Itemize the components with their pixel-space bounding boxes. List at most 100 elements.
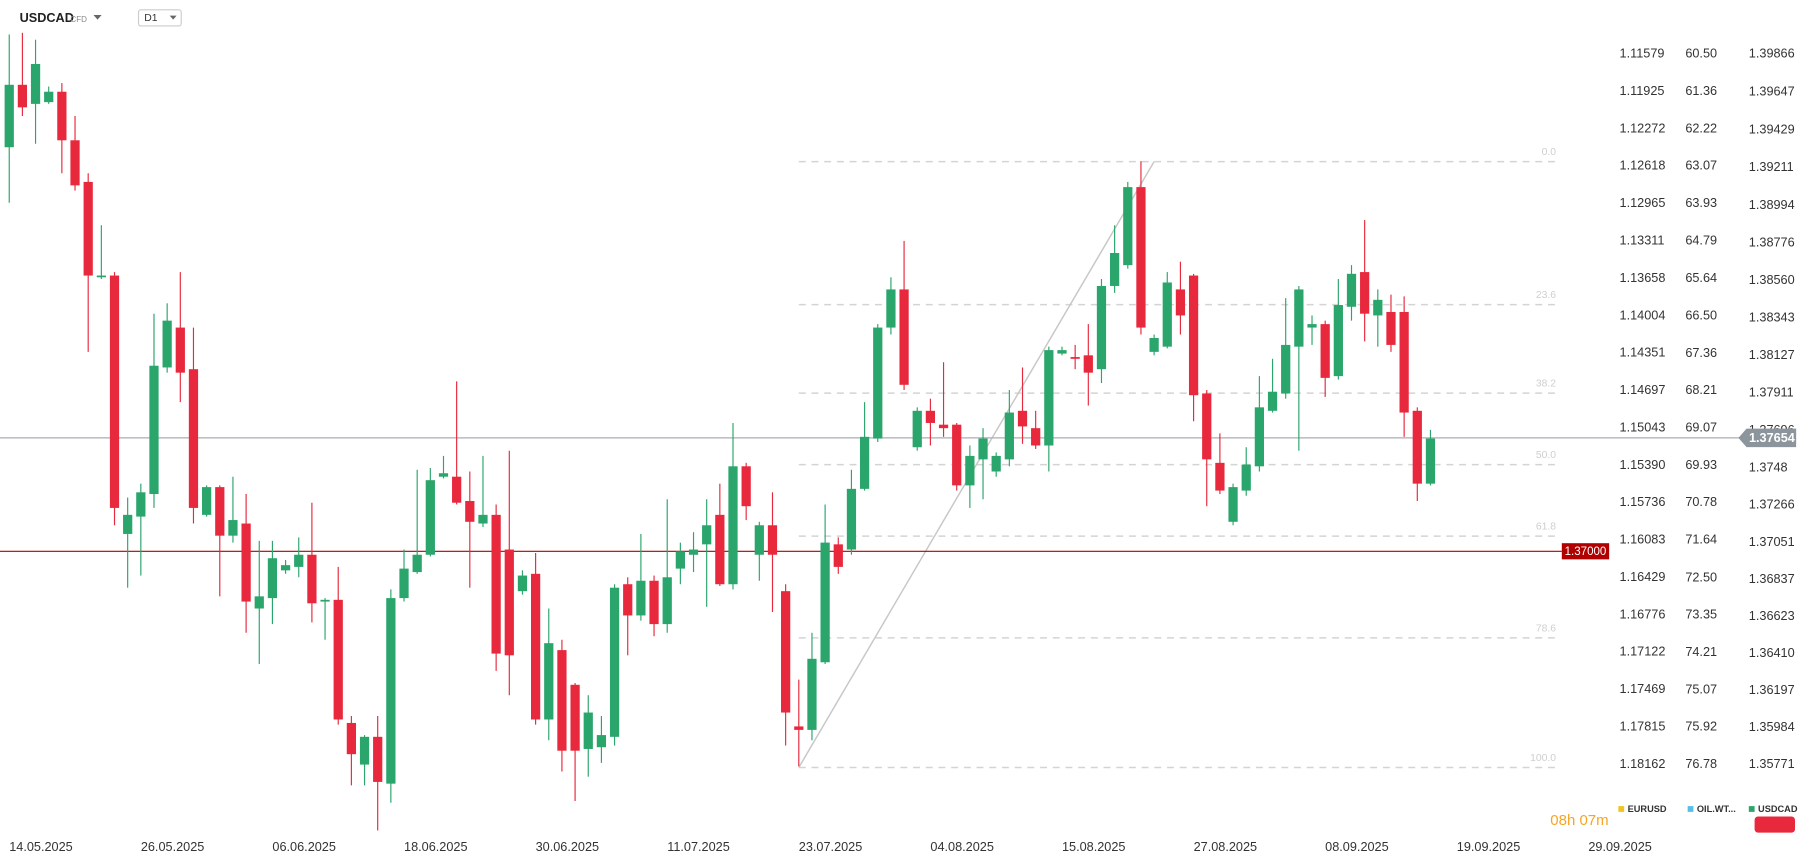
- candle-body: [570, 684, 580, 751]
- y-tick-label: 69.07: [1685, 421, 1717, 435]
- y-tick-label: 1.38994: [1749, 198, 1795, 212]
- candle-body: [215, 487, 225, 536]
- x-tick-label: 08.09.2025: [1325, 840, 1388, 854]
- candle-body: [136, 492, 146, 517]
- candle-body: [254, 596, 264, 609]
- trade-button[interactable]: [1754, 816, 1795, 833]
- x-tick-label: 29.09.2025: [1588, 840, 1651, 854]
- y-tick-label: 63.07: [1685, 159, 1717, 173]
- y-tick-label: 1.39866: [1749, 47, 1795, 61]
- candle-body: [794, 726, 804, 730]
- timeframe-select[interactable]: [137, 9, 182, 27]
- y-tick-label: 1.16083: [1620, 533, 1666, 547]
- x-tick-label: 18.06.2025: [404, 840, 467, 854]
- y-tick-label: 1.12618: [1620, 159, 1666, 173]
- candle-body: [662, 577, 672, 625]
- candle-body: [425, 480, 435, 555]
- candle-body: [991, 455, 1001, 472]
- candle-body: [636, 580, 646, 616]
- candle-body: [280, 565, 291, 571]
- x-tick-label: 19.09.2025: [1457, 840, 1520, 854]
- x-tick-label: 26.05.2025: [141, 840, 204, 854]
- y-tick-label: 73.35: [1685, 607, 1717, 621]
- y-tick-label: 72.50: [1685, 570, 1717, 584]
- candle-body: [1215, 462, 1225, 491]
- y-tick-label: 1.18162: [1620, 757, 1666, 771]
- candle-body: [412, 554, 422, 573]
- candle-body: [1307, 324, 1317, 328]
- candle-body: [1123, 187, 1133, 266]
- candle-body: [4, 84, 14, 148]
- candle-body: [1386, 311, 1396, 345]
- candle-body: [1228, 487, 1238, 522]
- candle-body: [530, 573, 541, 720]
- symbol-dropdown[interactable]: [93, 15, 102, 20]
- candle-body: [241, 523, 251, 602]
- candle-body: [781, 591, 791, 713]
- candle-body: [1346, 273, 1357, 307]
- candle-body: [965, 455, 975, 486]
- instrument-type: CFD: [70, 15, 87, 24]
- candle-body: [1294, 289, 1304, 347]
- y-tick-label: 70.78: [1685, 495, 1717, 509]
- y-tick-label: 1.14004: [1620, 308, 1666, 322]
- candle-body: [373, 736, 383, 782]
- y-tick-label: 66.50: [1685, 308, 1717, 322]
- y-tick-label: 1.38127: [1749, 348, 1795, 362]
- candle-body: [1333, 305, 1343, 377]
- candle-body: [767, 525, 778, 555]
- fib-level-label: 78.6: [1536, 623, 1556, 634]
- timeframe: D1: [144, 13, 157, 24]
- timeframe-dropdown[interactable]: [169, 15, 177, 20]
- candle-body: [1202, 393, 1212, 460]
- candle-body: [925, 410, 936, 423]
- fib-level-label: 100.0: [1530, 753, 1556, 764]
- candle-body: [202, 487, 212, 515]
- candle-body: [899, 289, 909, 385]
- candle-body: [886, 289, 896, 328]
- price-line-tag: [1561, 543, 1610, 560]
- y-tick-label: 74.21: [1685, 645, 1717, 659]
- y-tick-label: 1.12965: [1620, 196, 1666, 210]
- candle-body: [1175, 289, 1186, 316]
- candle-body: [438, 473, 449, 477]
- candle-body: [702, 525, 712, 545]
- candle-body: [399, 568, 409, 599]
- candle-body: [728, 466, 738, 585]
- candle-body: [1373, 299, 1383, 316]
- y-tick-label: 1.11925: [1620, 84, 1665, 98]
- y-tick-label: 75.92: [1685, 720, 1717, 734]
- candle-body: [228, 520, 238, 536]
- candle-body: [188, 369, 199, 508]
- y-tick-label: 1.3748: [1749, 460, 1788, 474]
- y-tick-label: 1.36410: [1749, 646, 1795, 660]
- y-tick-label: 1.12272: [1620, 121, 1666, 135]
- fib-level-label: 38.2: [1536, 379, 1556, 390]
- candle-body: [504, 549, 514, 656]
- y-tick-label: 1.37911: [1749, 386, 1794, 400]
- candle-body: [359, 736, 370, 765]
- candle-body: [307, 554, 317, 604]
- candle-body: [623, 584, 633, 616]
- y-tick-label: 61.36: [1685, 84, 1717, 98]
- candle-body: [1017, 410, 1028, 427]
- candle-body: [162, 320, 172, 368]
- legend-label: EURUSD: [1628, 804, 1667, 814]
- y-tick-label: 60.50: [1685, 46, 1717, 60]
- candle-body: [583, 712, 593, 749]
- x-tick-label: 27.08.2025: [1194, 840, 1257, 854]
- candle-body: [267, 558, 278, 599]
- candle-body: [123, 514, 133, 534]
- y-tick-label: 1.16429: [1620, 570, 1666, 584]
- x-tick-label: 11.07.2025: [667, 840, 730, 854]
- candle-body: [1083, 355, 1093, 373]
- legend-swatch: [1748, 806, 1755, 812]
- candle-body: [96, 275, 106, 278]
- candle-body: [912, 410, 922, 448]
- candle-body: [820, 542, 830, 663]
- current-price-tag: [1738, 428, 1797, 448]
- plot: 0.0 23.6 38.2 50.0 61.8 78.6 100.0 14.05.2025 26…: [0, 32, 1797, 854]
- candle-body: [1136, 187, 1146, 328]
